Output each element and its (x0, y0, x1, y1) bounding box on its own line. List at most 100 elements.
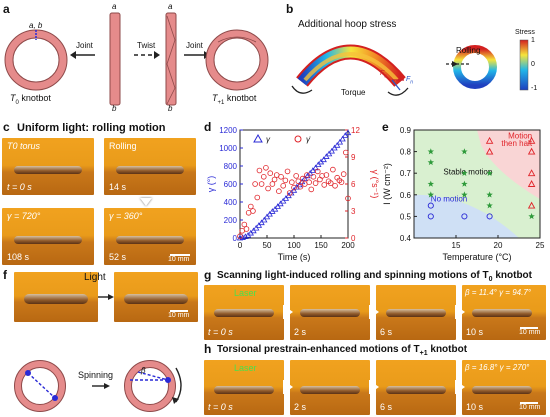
g-frame-4-time: 10 s (466, 327, 484, 337)
fc-label: Fc (380, 70, 387, 80)
d-point-gammadot (256, 167, 263, 174)
d-point-gammadot (293, 173, 299, 179)
d-point-gamma (331, 144, 338, 151)
d-point-gamma (242, 233, 249, 240)
d-point-gamma (336, 138, 344, 145)
d-point-gammadot (317, 176, 323, 183)
rolling-ring (453, 45, 497, 89)
d-point-gamma (271, 205, 279, 212)
g-frame-4: β = 11.4° γ = 94.7° 10 s 10 mm (462, 285, 546, 340)
stress-tick-bottom: -1 (531, 85, 538, 92)
e-plot-frame (413, 129, 541, 239)
h-frame-4-time: 10 s (466, 402, 484, 412)
torque-label: Torque (341, 88, 366, 97)
panel-h-title: Torsional prestrain-enhanced motions of … (217, 344, 468, 357)
d-point-gammadot (332, 183, 338, 189)
g-frame-1: Laser t = 0 s (204, 285, 284, 340)
panel-h: h Torsional prestrain-enhanced motions o… (200, 342, 550, 417)
t0-ring (5, 30, 67, 90)
d-point-gamma (323, 153, 330, 159)
d-plot-frame (239, 129, 349, 239)
d-point-gamma (315, 161, 322, 168)
d-point-gammadot (327, 180, 334, 186)
stress-tick-top: 1 (531, 37, 535, 44)
panel-a: a a, b a b a b Joint Twist Joint T0 knot… (0, 0, 275, 115)
t0-ab-label: a, b (29, 21, 43, 30)
e-point-stable (486, 191, 493, 198)
e-point-no-motion (486, 213, 493, 220)
d-ytick-label: 200 (224, 216, 238, 225)
g-frame-1-time: t = 0 s (208, 327, 233, 337)
panel-b-title: Additional hoop stress (298, 19, 397, 30)
d-legend-gammadot: γ̇ (306, 135, 311, 144)
rod1-top: a (112, 2, 117, 11)
h-laser-label: Laser (234, 363, 257, 373)
panel-c-label: c (3, 120, 10, 134)
e-point-stable (461, 169, 468, 176)
e-label-no-motion: No motion (431, 194, 467, 203)
e-point-halt (527, 136, 536, 144)
d-point-gammadot (265, 185, 271, 192)
d-legend-marker-gamma (253, 133, 263, 143)
c-frame-4-bottom: 52 s (109, 252, 127, 262)
f-beta-label: β (141, 366, 146, 375)
e-point-stable (427, 159, 435, 166)
d-point-gammadot (258, 181, 265, 187)
e-ytick-label: 0.7 (400, 169, 412, 178)
d-point-gammadot (252, 181, 258, 187)
g-frame-2-time: 2 s (294, 327, 307, 337)
e-point-stable (461, 191, 468, 198)
d-ylabel-left: γ (°) (206, 176, 216, 193)
h-frame-1-time: t = 0 s (208, 402, 233, 412)
d-point-gamma (307, 169, 314, 176)
panel-f-label: f (3, 268, 7, 282)
panel-d: d 0 50 100 150 200 0 200 400 600 800 1000 1200 0 3 6 9 1… (200, 118, 380, 268)
d-point-gammadot (250, 208, 256, 214)
d-point-gammadot (284, 168, 291, 175)
panel-g-label: g (204, 268, 212, 282)
c-frame-4-top: γ = 360° (109, 211, 143, 221)
d-point-gammadot (243, 226, 250, 232)
stress-tick-mid: 0 (531, 61, 535, 68)
fn-label: Fn (406, 76, 414, 86)
d-point-gammadot (271, 176, 278, 183)
rod1-bottom: b (112, 104, 117, 113)
e-ytick-label: 0.4 (400, 234, 412, 243)
h-frame-1: Laser t = 0 s (204, 360, 284, 415)
rod-straight (109, 12, 121, 106)
rod2-top: a (168, 2, 173, 11)
d-ytick-label: 1000 (219, 144, 237, 153)
d-point-gamma (328, 147, 335, 154)
f-scale-label: 10 mm (168, 312, 190, 319)
d-point-gammadot (345, 195, 351, 202)
d-point-gammadot (247, 203, 254, 210)
e-ytick-label: 0.8 (400, 148, 412, 157)
d-point-gamma (301, 175, 308, 181)
g-frame-3: 6 s (376, 285, 456, 340)
panel-h-label: h (204, 342, 212, 356)
d-point-gammadot (310, 173, 317, 180)
e-point-no-motion (427, 202, 434, 209)
d-point-gammadot (276, 188, 282, 194)
c-frame-2-bottom: 14 s (109, 182, 127, 192)
joint-left-label: Joint (76, 41, 93, 50)
d-point-gamma (258, 219, 265, 226)
d-legend-gamma: γ (266, 135, 271, 144)
d-point-gammadot (306, 179, 312, 185)
panel-a-label: a (3, 2, 10, 16)
d-point-gammadot (312, 180, 319, 186)
d-ytick-label: 1200 (219, 126, 237, 135)
d-point-gammadot (260, 173, 267, 180)
d-point-gammadot (291, 184, 297, 191)
c-frame-4: γ = 360° 52 s 10 mm (104, 208, 196, 265)
t1-knotbot-label: T+1 knotbot (212, 93, 257, 106)
d-point-gammadot (308, 186, 315, 193)
d-xtick-label: 150 (314, 241, 328, 250)
e-point-halt (527, 201, 536, 209)
d-point-gammadot (241, 221, 248, 228)
spin-arrow (175, 367, 182, 403)
c-frame-2: Rolling 14 s (104, 138, 196, 195)
panel-a-diagram (4, 12, 269, 106)
d-point-gamma (250, 227, 257, 234)
c-frame-2-top: Rolling (109, 141, 137, 151)
